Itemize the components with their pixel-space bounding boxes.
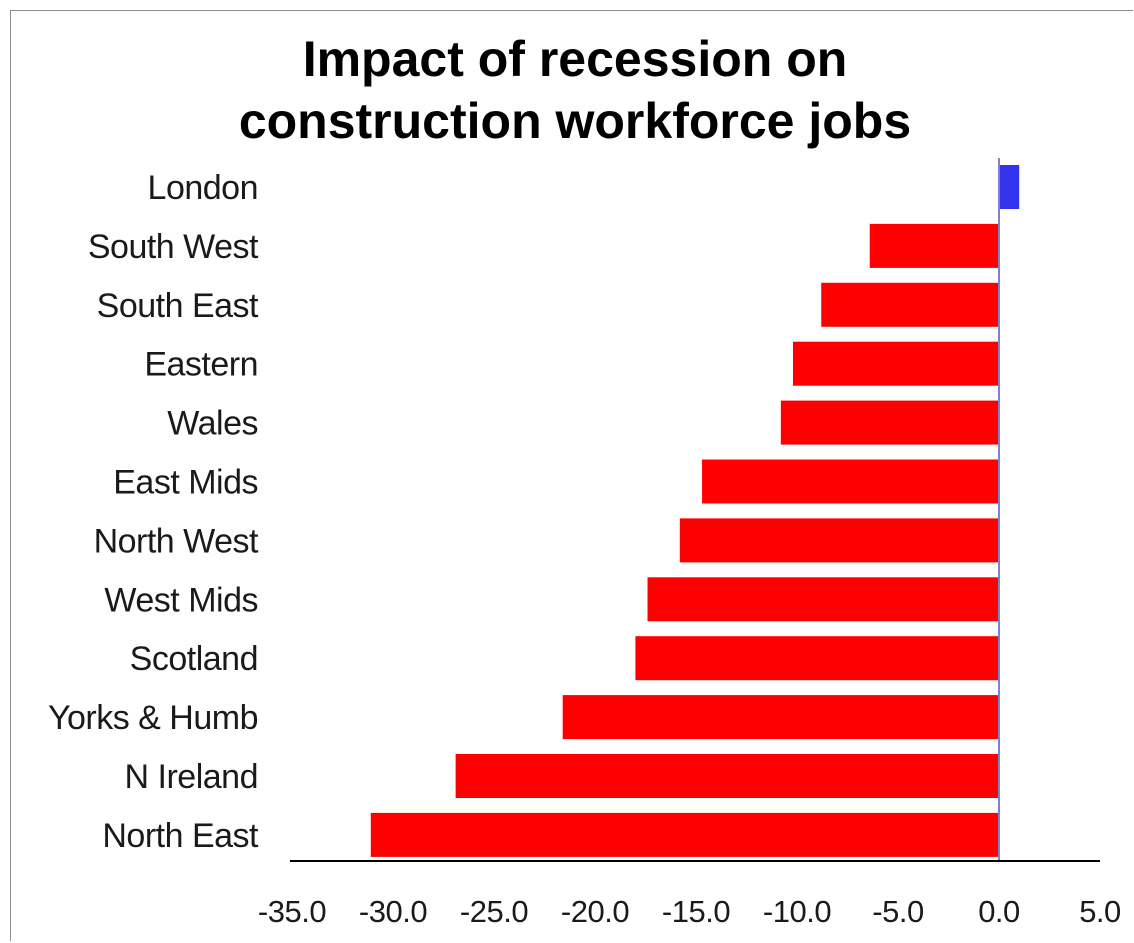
bar-south-west xyxy=(869,223,999,268)
bar-south-east xyxy=(821,282,999,327)
x-tick-label: -10.0 xyxy=(763,894,831,929)
category-label: North West xyxy=(94,522,259,560)
bar-north-east xyxy=(370,812,999,857)
bar-scotland xyxy=(635,636,999,681)
x-tick-label: -25.0 xyxy=(460,894,528,929)
x-tick-label: -30.0 xyxy=(359,894,427,929)
bar-north-west xyxy=(679,518,999,563)
bar-yorks-humb xyxy=(562,695,999,740)
category-labels: London South West South East Eastern Wales Ea… xyxy=(48,169,260,855)
x-tick-label: -20.0 xyxy=(561,894,629,929)
category-label: Scotland xyxy=(130,640,258,678)
category-label: South West xyxy=(88,228,259,266)
category-label: Yorks & Humb xyxy=(48,699,258,737)
x-tick-labels: -35.0 -30.0 -25.0 -20.0 -15.0 -10.0 -5.0 0.0 5.0 xyxy=(258,894,1122,929)
category-label: Eastern xyxy=(144,346,258,384)
category-label: London xyxy=(148,169,258,207)
x-tick-label: -35.0 xyxy=(258,894,326,929)
chart-title-line-1: Impact of recession on xyxy=(302,31,848,87)
category-label: Wales xyxy=(167,405,258,443)
x-tick-label: 0.0 xyxy=(978,894,1020,929)
category-label: West Mids xyxy=(104,581,258,619)
bar-east-mids xyxy=(702,459,999,504)
category-label: South East xyxy=(97,287,259,325)
x-tick-label: -5.0 xyxy=(872,894,924,929)
x-tick-label: 5.0 xyxy=(1079,894,1121,929)
bars-group xyxy=(370,165,1020,857)
category-label: East Mids xyxy=(113,464,258,502)
bar-n-ireland xyxy=(455,754,999,798)
bar-london xyxy=(999,165,1020,209)
bar-wales xyxy=(780,400,999,445)
bar-west-mids xyxy=(647,577,999,622)
x-tick-label: -15.0 xyxy=(662,894,730,929)
chart-title: Impact of recession on construction work… xyxy=(0,28,1134,152)
category-label: North East xyxy=(102,817,259,855)
bar-eastern xyxy=(792,341,999,386)
category-label: N Ireland xyxy=(125,758,258,796)
chart-frame xyxy=(10,10,1133,941)
chart-title-line-2: construction workforce jobs xyxy=(238,93,912,149)
